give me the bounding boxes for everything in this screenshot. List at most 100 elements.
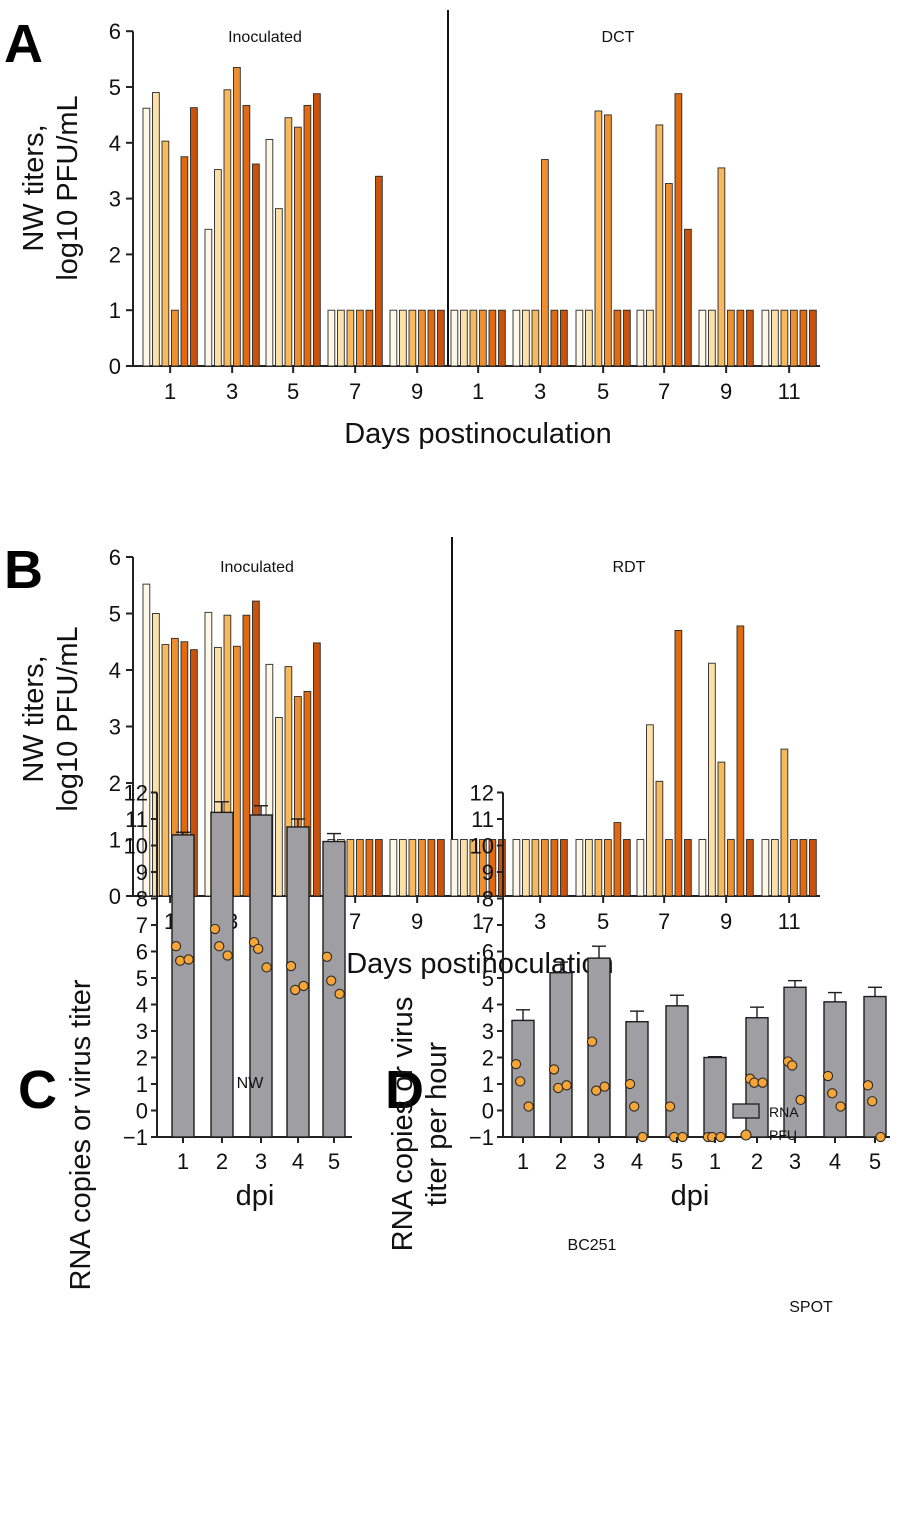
panel-c-y-tick-label: 0 [136, 1099, 148, 1124]
panel-d-rna-bar [549, 972, 573, 1138]
panel-c-pfu-dot [222, 950, 233, 961]
panel-c-pfu-dot [285, 960, 297, 972]
panel-b-bar [746, 839, 754, 897]
panel-a-bar [313, 93, 321, 367]
panel-a-bar [512, 309, 521, 367]
panel-a-x-tick-label: 9 [720, 379, 732, 404]
panel-a-bar [375, 175, 383, 367]
panel-d-rna-bar [703, 1056, 727, 1138]
panel-a-y-tick-label: 2 [109, 242, 121, 267]
panel-d-group-title: SPOT [789, 1299, 833, 1316]
panel-d-pfu-dot [599, 1081, 610, 1092]
panel-b-bar [698, 839, 707, 897]
panel-b-y-tick-label: 3 [109, 715, 121, 740]
panel-a-bar [327, 309, 336, 367]
panel-d-rna-bar [587, 957, 611, 1138]
panel-a-x-tick-label: 3 [226, 379, 238, 404]
panel-a-bar [180, 156, 189, 367]
panel-d-pfu-dot [515, 1076, 526, 1087]
panel-b-x-tick-label: 11 [778, 909, 801, 934]
panel-d-y-tick-label: −1 [469, 1125, 494, 1150]
panel-d-pfu-dot [664, 1101, 676, 1112]
panel-c-y-tick-label: 12 [124, 781, 148, 806]
panel-a-bar [450, 309, 459, 367]
panel-b-bar [674, 630, 683, 897]
panel-c-pfu-dot [326, 975, 337, 986]
panel-b-y-tick-label: 5 [109, 602, 121, 627]
panel-b-bar [771, 839, 779, 897]
panel-b-bar [761, 839, 770, 897]
panel-c-pfu-dot [290, 984, 301, 996]
panel-a-x-tick-label: 7 [349, 379, 361, 404]
panel-b-bar [736, 625, 745, 897]
panel-a-bar [294, 126, 302, 367]
panel-a-bar [717, 167, 726, 367]
panel-b-y-tick-label: 1 [109, 828, 121, 853]
panel-a-bar [252, 163, 260, 367]
panel-d-y-axis-title-line: RNA copies or virus [387, 997, 419, 1252]
panel-a-bar [337, 309, 345, 367]
panel-b-y-axis-title: NW titers,log10 PFU/mL [18, 626, 84, 811]
panel-d-pfu-dot [827, 1088, 838, 1099]
panel-b-bar [655, 780, 664, 897]
panel-d-pfu-dot [835, 1101, 846, 1112]
panel-a-bar [560, 309, 568, 367]
panel-d-x-tick-label: 5 [869, 1149, 881, 1174]
panel-a-bar [736, 309, 745, 367]
panel-b-y-tick-label: 0 [109, 884, 121, 909]
panel-b-bar [460, 839, 468, 897]
panel-c-y-tick-label: 11 [125, 807, 148, 832]
panel-c-pfu-dot [183, 954, 194, 965]
panel-c-pfu-dot [298, 980, 309, 992]
panel-d-y-axis-title: RNA copies or virustiter per hour [387, 997, 453, 1252]
panel-c-rna-bar [210, 811, 234, 1138]
panel-d-legend-pfu-swatch [740, 1129, 752, 1141]
panel-a-y-axis-title-line: log10 PFU/mL [52, 95, 84, 280]
panel-b-bar [356, 839, 364, 897]
panel-b-bar [152, 613, 160, 897]
panel-d-pfu-dot [749, 1077, 760, 1088]
panel-b-bar [799, 839, 808, 897]
panel-d-pfu-dot [591, 1085, 602, 1096]
panel-d-y-tick-label: 8 [482, 887, 494, 912]
panel-b-bar [498, 839, 506, 897]
panel-a-bar [161, 140, 170, 367]
panel-a-bar [727, 309, 735, 367]
panel-b-bar [613, 822, 622, 897]
panel-c-rna-bar [171, 834, 195, 1138]
panel-b-bar [142, 583, 151, 897]
panel-a-bar [204, 228, 213, 367]
panel-b-x-tick-label: 5 [597, 909, 609, 934]
panel-c-pfu-dot [170, 941, 182, 952]
panel-a-bar [613, 309, 622, 367]
panel-a-bar [708, 309, 716, 367]
panel-b-y-tick-label: 2 [109, 771, 121, 796]
panel-c-y-tick-label: 9 [136, 860, 148, 885]
panel-c-pfu-dot [321, 951, 333, 962]
panel-d-pfu-dot [637, 1131, 648, 1143]
panel-b-bar [585, 839, 593, 897]
panel-d-y-tick-label: 11 [471, 807, 494, 832]
panel-c-pfu-dot [334, 988, 345, 1000]
panel-a-bar [623, 309, 631, 367]
panel-a-bar [190, 107, 198, 367]
panel-b-y-axis-title-line: NW titers, [18, 655, 50, 782]
panel-a-y-tick-label: 3 [109, 187, 121, 212]
panel-d-group-title: BC251 [568, 1237, 617, 1254]
panel-a-bar [427, 309, 436, 367]
panel-c-y-tick-label: 10 [124, 834, 148, 859]
panel-b-x-tick-label: 9 [720, 909, 732, 934]
panel-d-pfu-dot [757, 1077, 768, 1088]
panel-d-pfu-dot [553, 1082, 564, 1094]
panel-b-x-tick-label: 1 [472, 909, 484, 934]
panel-b-chart: 0123456InoculatedRDT135791357911Days pos… [18, 537, 820, 980]
panel-b-bar [204, 611, 213, 897]
panel-a-bar [284, 117, 293, 367]
panel-b-bar [418, 839, 426, 897]
panel-b-bar [469, 839, 478, 897]
panel-a-bar [604, 114, 612, 367]
panel-b-bar [479, 839, 487, 897]
panel-a-y-tick-label: 5 [109, 75, 121, 100]
